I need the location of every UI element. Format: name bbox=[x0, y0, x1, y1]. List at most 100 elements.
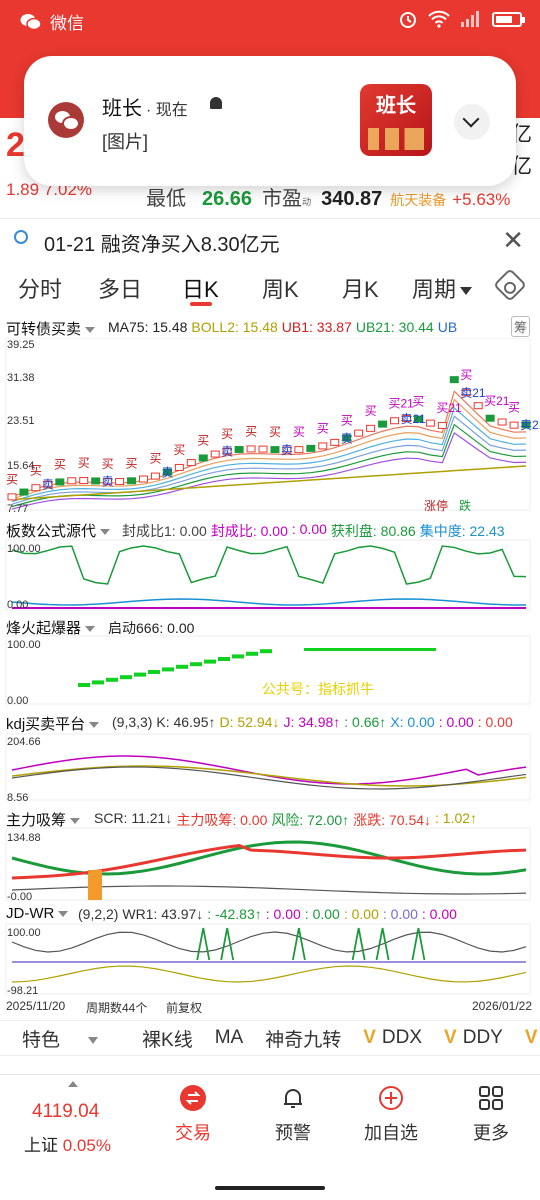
signal-icon bbox=[461, 11, 479, 27]
candle bbox=[67, 477, 77, 485]
indicator-name[interactable]: 可转债买卖 bbox=[6, 318, 95, 338]
close-icon[interactable]: ✕ bbox=[502, 225, 524, 255]
panel3-header[interactable]: 烽火起爆器 启动666: 0.00 bbox=[0, 615, 540, 637]
news-text[interactable]: 01-21 融资净买入8.30亿元 bbox=[44, 234, 280, 256]
indicator-name[interactable]: kdj买卖平台 bbox=[6, 713, 99, 733]
indicator-value: : 0.00 bbox=[477, 714, 513, 730]
indicator-value: 涨跌: 70.54↓ bbox=[353, 812, 432, 828]
period-tabs: 分时 多日 日K 周K 月K 周期 bbox=[0, 262, 540, 310]
panel2-header[interactable]: 板数公式源代 封成比1: 0.00 封成比: 0.00: 0.00 获利盘: 80.… bbox=[0, 518, 540, 540]
indicator-values: 启动666: 0.00 bbox=[108, 618, 194, 637]
volume-bar bbox=[88, 870, 102, 900]
indicator-name[interactable]: 板数公式源代 bbox=[6, 520, 110, 540]
vip-icon: V bbox=[524, 1027, 538, 1048]
buy-signal: 买 bbox=[365, 404, 377, 418]
candle bbox=[19, 488, 29, 496]
tab-intraday[interactable]: 分时 bbox=[18, 277, 63, 302]
signal-bar bbox=[78, 683, 90, 687]
candle bbox=[31, 484, 41, 492]
candle bbox=[246, 445, 256, 453]
lightbulb-icon bbox=[14, 230, 28, 244]
indicator-value: : 0.00 bbox=[421, 906, 457, 922]
wr-spike bbox=[351, 927, 366, 961]
tab-period[interactable]: 周期 bbox=[412, 272, 473, 304]
indicator-value: UB bbox=[437, 319, 458, 335]
signal-bar bbox=[218, 657, 230, 661]
axis-label-p3-1: 0.00 bbox=[7, 695, 28, 707]
date-bar: 2025/11/20 周期数44个 前复权 2026/01/22 bbox=[0, 996, 540, 1018]
indicator-value: J: 34.98↑ bbox=[283, 714, 341, 730]
axis-label-p5-0: 134.88 bbox=[7, 832, 41, 844]
axis-label-p6-1: -98.21 bbox=[7, 985, 38, 997]
index-value: 4119.04 bbox=[32, 1101, 100, 1122]
candle bbox=[7, 493, 17, 501]
add-watchlist-button[interactable]: 加自选 bbox=[356, 1085, 426, 1145]
signal-bar bbox=[120, 675, 132, 680]
candle bbox=[378, 420, 388, 428]
caret-down-icon bbox=[460, 287, 473, 296]
news-bar[interactable]: 01-21 融资净买入8.30亿元 ✕ bbox=[0, 218, 540, 258]
chevron-down-icon[interactable] bbox=[454, 104, 490, 140]
feature-ddy[interactable]: DDY bbox=[462, 1027, 503, 1048]
index-change: 0.05% bbox=[62, 1136, 111, 1155]
indicator-values: MA75: 15.48 BOLL2: 15.48 UB1: 33.87 UB21: 3… bbox=[108, 319, 457, 335]
chips-badge[interactable]: 筹 bbox=[510, 316, 530, 337]
alarm-icon bbox=[400, 12, 416, 28]
add-watchlist-label: 加自选 bbox=[364, 1123, 418, 1143]
panel5-header[interactable]: 主力吸筹 SCR: 11.21↓ 主力吸筹: 0.00 风险: 72.00↑ 涨跌: … bbox=[0, 807, 540, 829]
indicator-value: 封成比1: 0.00 bbox=[122, 523, 207, 539]
alert-button[interactable]: 预警 bbox=[258, 1085, 328, 1145]
buy-signal: 买 bbox=[78, 456, 90, 470]
wr-spike bbox=[291, 927, 306, 961]
buy-signal: 买 bbox=[412, 395, 424, 409]
indicator-values: SCR: 11.21↓ 主力吸筹: 0.00 风险: 72.00↑ 涨跌: 70.54… bbox=[94, 810, 477, 829]
adjust-mode[interactable]: 前复权 bbox=[166, 1001, 203, 1015]
sector-name[interactable]: 航天装备 bbox=[390, 192, 447, 208]
tab-weekly-k[interactable]: 周K bbox=[262, 277, 299, 302]
axis-label-p5-1: -0.00 bbox=[7, 891, 32, 903]
tab-multiday[interactable]: 多日 bbox=[98, 277, 143, 302]
indicator-value: : 0.00 bbox=[382, 906, 418, 922]
k-line bbox=[11, 766, 527, 790]
trade-button[interactable]: 交易 bbox=[158, 1085, 228, 1145]
indicator-name[interactable]: 烽火起爆器 bbox=[6, 617, 95, 637]
signal-bar bbox=[162, 667, 174, 672]
main-indicator-header[interactable]: 可转债买卖 MA75: 15.48 BOLL2: 15.48 UB1: 33.87 U… bbox=[0, 316, 540, 338]
wechat-notification[interactable]: 班长 · 现在 [图片] 班长 bbox=[24, 56, 516, 186]
indicator-name[interactable]: 主力吸筹 bbox=[6, 809, 80, 829]
feature-naked-k[interactable]: 裸K线 bbox=[142, 1029, 193, 1051]
kline-chart-area[interactable]: 买买卖买买买卖买 买卖买买 买卖买 买卖买 买买卖买买21卖21买 买21买卖21买21买… bbox=[0, 338, 540, 998]
wifi-icon bbox=[428, 10, 450, 28]
candle bbox=[198, 454, 208, 462]
low-label: 最低 bbox=[146, 188, 186, 210]
notification-thumbnail: 班长 bbox=[360, 84, 432, 156]
indicator-value: 主力吸筹: 0.00 bbox=[176, 812, 268, 828]
pe-label: 市盈 bbox=[262, 188, 303, 210]
feature-nine-turn[interactable]: 神奇九转 bbox=[265, 1029, 342, 1051]
panel6-header[interactable]: JD-WR (9,2,2) WR1: 43.97↓: -42.83↑: 0.00… bbox=[0, 903, 540, 925]
candle bbox=[330, 438, 340, 446]
feature-ma[interactable]: MA bbox=[214, 1027, 244, 1048]
plus-circle-icon bbox=[378, 1085, 404, 1111]
feature-special[interactable]: 特色 bbox=[22, 1025, 120, 1052]
more-button[interactable]: 更多 bbox=[456, 1085, 526, 1145]
volume-unit-top: 亿 bbox=[511, 123, 532, 146]
tab-monthly-k[interactable]: 月K bbox=[342, 277, 379, 302]
panel4-header[interactable]: kdj买卖平台 (9,3,3) K: 46.95↑ D: 52.94↓ J: 34.… bbox=[0, 711, 540, 733]
feature-ddx[interactable]: DDX bbox=[381, 1027, 423, 1048]
buy-signal: 买21 bbox=[436, 401, 462, 415]
settings-icon[interactable] bbox=[493, 268, 527, 302]
buy-signal: 买21 bbox=[484, 394, 510, 408]
sector-change: +5.63% bbox=[452, 190, 511, 209]
tab-daily-k[interactable]: 日K bbox=[182, 277, 219, 302]
notification-time: · 现在 bbox=[146, 102, 188, 119]
candle bbox=[366, 424, 376, 432]
profit-line bbox=[11, 545, 527, 585]
ma-line bbox=[11, 415, 527, 505]
indicator-value: UB1: 33.87 bbox=[281, 319, 352, 335]
bell-icon bbox=[210, 97, 222, 109]
candle bbox=[150, 472, 160, 480]
buy-signal: 买 bbox=[269, 425, 281, 439]
indicator-name[interactable]: JD-WR bbox=[6, 905, 68, 922]
buy-signal: 买 bbox=[341, 414, 353, 428]
